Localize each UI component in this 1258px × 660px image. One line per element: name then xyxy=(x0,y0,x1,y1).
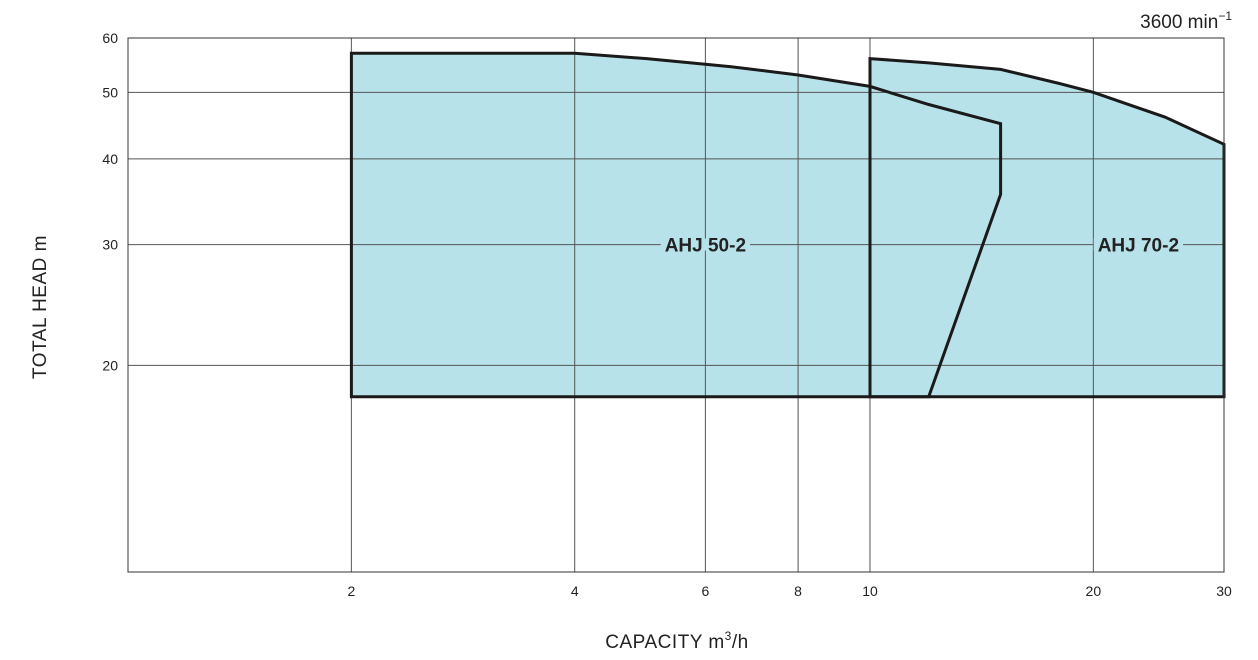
area-fill-2 xyxy=(870,58,1224,397)
x-tick-label: 6 xyxy=(701,583,709,599)
x-axis-title-tail: /h xyxy=(732,632,749,653)
series-labels: AHJ 50-2 AHJ 70-2 xyxy=(660,236,1184,257)
y-tick-label: 40 xyxy=(102,151,118,167)
x-tick-labels: 2 4 6 8 10 20 30 xyxy=(347,583,1232,599)
x-axis-title-main: CAPACITY m xyxy=(605,632,724,653)
x-tick-label: 30 xyxy=(1216,583,1232,599)
series-label-2: AHJ 70-2 xyxy=(1098,236,1179,257)
plot-frame xyxy=(127,37,1225,573)
speed-label-sup: −1 xyxy=(1218,9,1232,23)
y-tick-labels: 20 30 40 50 60 xyxy=(102,30,118,373)
y-tick-label: 50 xyxy=(102,84,118,100)
y-axis-title: TOTAL HEAD m xyxy=(30,235,51,379)
x-tick-label: 2 xyxy=(347,583,355,599)
series-label-1: AHJ 50-2 xyxy=(665,236,746,257)
area-outline-1 xyxy=(349,51,1003,399)
x-tick-label: 8 xyxy=(794,583,802,599)
series-label-bg xyxy=(1093,238,1184,251)
y-tick-label: 30 xyxy=(102,237,118,253)
x-tick-label: 20 xyxy=(1086,583,1102,599)
speed-label-main: 3600 min xyxy=(1140,12,1218,33)
x-tick-label: 4 xyxy=(571,583,579,599)
x-axis-title: CAPACITY m3/h xyxy=(605,629,748,653)
coverage-areas xyxy=(351,53,1224,397)
y-tick-label: 20 xyxy=(102,357,118,373)
x-axis-title-sup: 3 xyxy=(725,629,732,643)
x-tick-label: 10 xyxy=(862,583,878,599)
speed-label: 3600 min−1 xyxy=(1140,9,1232,33)
area-fill-1 xyxy=(351,53,1001,397)
series-label-bg xyxy=(660,238,751,251)
y-tick-label: 60 xyxy=(102,30,118,46)
